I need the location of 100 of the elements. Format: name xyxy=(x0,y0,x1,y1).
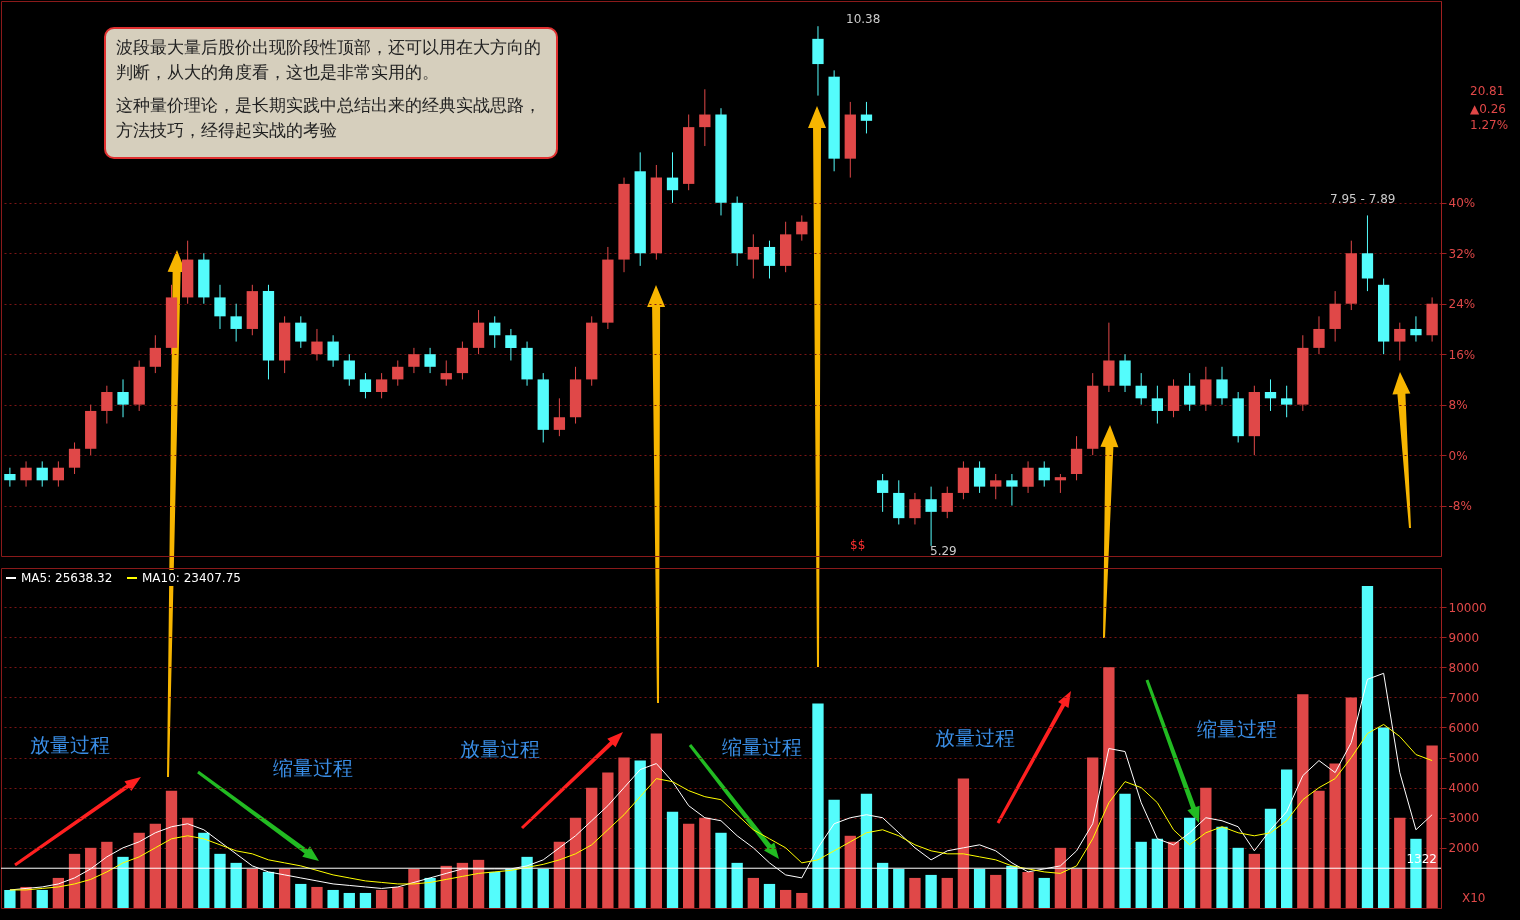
candlestick xyxy=(424,347,436,374)
bar xyxy=(1103,667,1115,908)
bar xyxy=(278,868,291,908)
y-tick-label: 6000 xyxy=(1448,720,1480,735)
bar xyxy=(844,835,856,908)
candlestick xyxy=(311,328,323,361)
bar xyxy=(327,889,339,908)
annotation: 缩量过程 xyxy=(273,755,353,782)
bar xyxy=(537,868,549,908)
legend-label: MA5: 25638.32 xyxy=(21,571,113,585)
annotation: 放量过程 xyxy=(30,732,110,759)
annotation: 波段最大量后股价出现阶段性顶部，还可以用在大方向的判断，从大的角度看，这也是非常实用的。 xyxy=(116,36,542,84)
bar xyxy=(101,841,113,908)
annotation: 缩量过程 xyxy=(1197,716,1277,743)
candlestick xyxy=(553,397,566,437)
y-tick-label: 2000 xyxy=(1448,841,1480,856)
candlestick xyxy=(763,240,776,279)
candlestick xyxy=(876,473,889,513)
candlestick xyxy=(909,492,921,525)
y-tick-label: 40% xyxy=(1448,196,1476,211)
candlestick xyxy=(101,385,113,425)
bar xyxy=(796,892,808,908)
bar xyxy=(343,892,355,908)
candlestick xyxy=(925,486,937,547)
candlestick xyxy=(489,315,501,349)
candlestick xyxy=(1054,473,1067,494)
bar xyxy=(4,889,16,908)
bar xyxy=(941,877,953,908)
candlestick xyxy=(990,473,1002,500)
y-tick-label: 32% xyxy=(1448,246,1476,261)
candlestick xyxy=(699,88,711,147)
candlestick xyxy=(214,284,226,330)
candlestick xyxy=(1264,378,1277,412)
bar xyxy=(1361,586,1374,908)
y-tick-label: 4000 xyxy=(1448,781,1480,796)
bar xyxy=(149,823,161,908)
bar xyxy=(392,886,404,908)
bar xyxy=(36,889,48,908)
y-tick-label: 24% xyxy=(1448,297,1476,312)
bar xyxy=(295,883,307,908)
bar xyxy=(699,817,711,908)
candlestick xyxy=(1410,315,1422,343)
text: 20.81 xyxy=(1470,84,1505,98)
bar xyxy=(1022,871,1034,908)
bar xyxy=(408,868,420,908)
y-tick-label: 8% xyxy=(1448,398,1468,413)
bar xyxy=(1232,847,1244,908)
bar xyxy=(925,874,937,908)
bar xyxy=(1070,868,1083,908)
candlestick xyxy=(941,486,953,519)
candlestick xyxy=(747,233,759,279)
bar xyxy=(1184,817,1196,908)
bar xyxy=(1281,769,1293,908)
candlestick xyxy=(1281,385,1293,418)
bar xyxy=(1216,826,1228,908)
candlestick xyxy=(359,372,372,399)
bar xyxy=(1313,790,1325,908)
bar xyxy=(1135,841,1147,908)
bar xyxy=(1119,793,1131,908)
bar xyxy=(505,868,517,908)
candlestick xyxy=(408,347,420,374)
bar xyxy=(990,874,1002,908)
y-tick-label: 0% xyxy=(1448,448,1468,463)
annotation: 放量过程 xyxy=(460,736,540,763)
bar xyxy=(973,868,986,908)
candlestick xyxy=(68,441,81,475)
annotation: 这种量价理论，是长期实践中总结出来的经典实战思路，方法技巧，经得起实战的考验 xyxy=(116,94,542,142)
bar xyxy=(586,787,598,908)
candlestick xyxy=(343,353,355,387)
bar xyxy=(85,847,97,908)
bar xyxy=(569,817,582,908)
candlestick xyxy=(1184,372,1196,412)
candlestick xyxy=(1022,460,1034,494)
bar xyxy=(650,733,663,908)
candlestick xyxy=(1135,372,1147,406)
bar xyxy=(1297,694,1309,908)
bar xyxy=(1394,817,1406,908)
annotation: 5.29 xyxy=(930,544,957,558)
y-tick-label: 16% xyxy=(1448,347,1476,362)
candlestick xyxy=(440,359,452,387)
candlestick xyxy=(392,359,404,387)
candlestick xyxy=(295,315,307,349)
bar xyxy=(666,811,679,908)
candlestick xyxy=(327,334,339,368)
bar xyxy=(311,886,323,908)
bar xyxy=(715,832,727,908)
y-tick-label: 9000 xyxy=(1448,630,1480,645)
bar xyxy=(1167,841,1180,908)
ref-line-label: 1322 xyxy=(1406,852,1437,867)
y-tick-label: -8% xyxy=(1448,499,1472,514)
candlestick xyxy=(375,372,388,399)
candlestick xyxy=(1394,322,1406,361)
bar xyxy=(68,853,81,908)
bar xyxy=(489,871,501,908)
callout-box: 波段最大量后股价出现阶段性顶部，还可以用在大方向的判断，从大的角度看，这也是非常实用的。 这种量价理论，是长期实践中总结出来的经典实战思路，方法技巧，经得起实战的考验 xyxy=(104,27,558,159)
bar xyxy=(747,877,759,908)
bar xyxy=(860,793,873,908)
bar xyxy=(812,703,824,908)
annotation: 10.38 xyxy=(846,12,881,26)
annotation: 缩量过程 xyxy=(722,734,802,761)
